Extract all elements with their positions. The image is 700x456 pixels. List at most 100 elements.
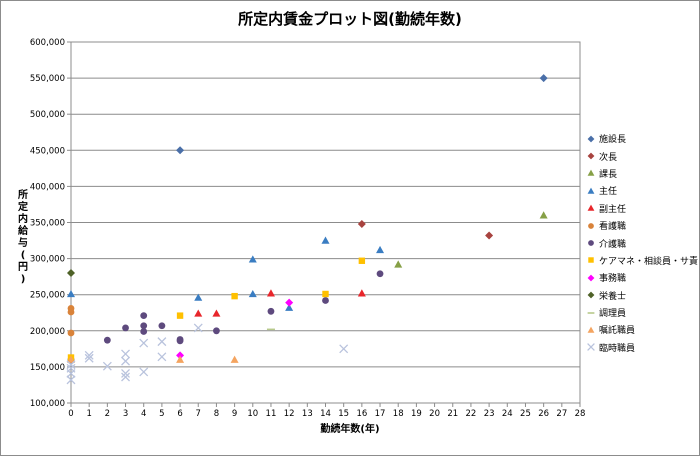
chart-title: 所定内賃金プロット図(勤続年数) [238,10,462,28]
x-tick-label: 10 [247,409,258,419]
y-tick-label: 400,000 [30,182,65,192]
x-tick-label: 12 [284,409,295,419]
legend-label: 栄養士 [599,291,627,302]
data-point [67,289,75,298]
data-point [285,298,294,307]
y-tick-label: 300,000 [30,255,65,265]
legend-item: 栄養士 [586,287,696,304]
legend-label: 次長 [599,152,618,163]
legend-marker-shape [587,291,595,299]
series-6 [67,270,384,364]
x-tick-label: 8 [214,409,219,419]
legend-marker [587,311,595,314]
data-point [193,323,203,333]
x-tick-label: 16 [356,409,367,419]
legend-marker-shape [588,222,594,229]
legend-label: 看護職 [599,222,627,233]
legend-item: 調理員 [586,304,696,321]
series-9 [67,269,75,278]
data-point [140,328,148,335]
series-3 [67,236,385,311]
legend-label: 副主任 [599,204,627,215]
y-tick-label: 350,000 [30,219,65,229]
legend-label: 嘱託職員 [599,326,636,337]
legend-marker [588,222,594,229]
data-point [157,337,167,347]
data-point [176,355,185,363]
data-point [230,355,239,363]
legend-marker [587,135,595,143]
data-point [194,293,203,301]
data-point [358,257,366,264]
data-point [266,289,275,297]
data-point [102,361,112,371]
data-point [176,146,185,155]
legend-label: 事務職 [599,274,627,285]
legend-marker-shape [587,204,595,211]
legend-marker [588,257,594,264]
data-point [539,211,548,219]
y-tick-label: 550,000 [30,74,65,84]
data-point [158,322,166,330]
data-point [321,236,330,244]
series-2 [394,211,548,268]
legend-marker-shape [587,135,595,143]
x-tick-label: 11 [266,409,277,419]
data-point [376,245,385,254]
data-point [140,322,148,330]
x-tick-label: 7 [196,409,201,419]
x-tick-label: 17 [375,409,386,419]
y-tick-label: 100,000 [30,399,65,409]
legend-marker [587,187,595,194]
legend-marker-shape [587,170,595,177]
data-point [248,289,257,298]
legend-item: 臨時職員 [586,339,696,356]
data-point [67,269,75,278]
legend-marker [587,274,595,282]
legend-item: 主任 [586,182,696,199]
data-point [339,344,349,354]
data-point [121,368,130,378]
data-point [66,363,76,373]
x-tick-label: 26 [538,409,549,419]
legend-item: 課長 [586,165,696,182]
x-axis-label: 勤続年数(年) [320,424,380,435]
x-tick-label: 6 [177,409,182,419]
x-tick-label: 5 [159,409,164,419]
x-tick-label: 27 [556,409,567,419]
data-point [67,355,75,363]
legend-label: 主任 [599,187,618,198]
data-point [84,350,94,360]
x-tick-label: 24 [502,409,513,419]
data-point [139,338,149,348]
series-8 [176,298,294,360]
legend-marker [587,326,595,333]
data-point [66,375,76,385]
data-point [103,336,111,344]
data-point [176,312,184,319]
data-point [66,360,76,370]
y-tick-label: 250,000 [30,291,65,301]
data-point [322,290,329,298]
legend-marker-shape [588,240,594,246]
data-point [121,372,130,382]
legend-label: 臨時職員 [599,343,636,354]
legend-item: 施設長 [586,130,696,147]
x-tick-label: 25 [520,409,531,419]
data-point [176,351,185,360]
x-tick-label: 28 [575,409,586,419]
legend-item: 次長 [586,147,696,164]
y-tick-label: 500,000 [30,110,65,120]
series-11 [67,355,239,363]
x-tick-label: 23 [484,409,495,419]
x-tick-label: 20 [429,409,440,419]
x-tick-label: 3 [123,409,128,419]
legend-item: ケアマネ・相談員・サ責 [586,252,698,269]
data-point [122,324,129,332]
data-point [84,353,94,363]
x-tick-label: 18 [393,409,404,419]
x-tick-label: 21 [447,409,458,419]
legend-marker-shape [587,343,595,352]
x-tick-label: 0 [68,409,73,419]
legend-label: 施設長 [599,135,627,146]
